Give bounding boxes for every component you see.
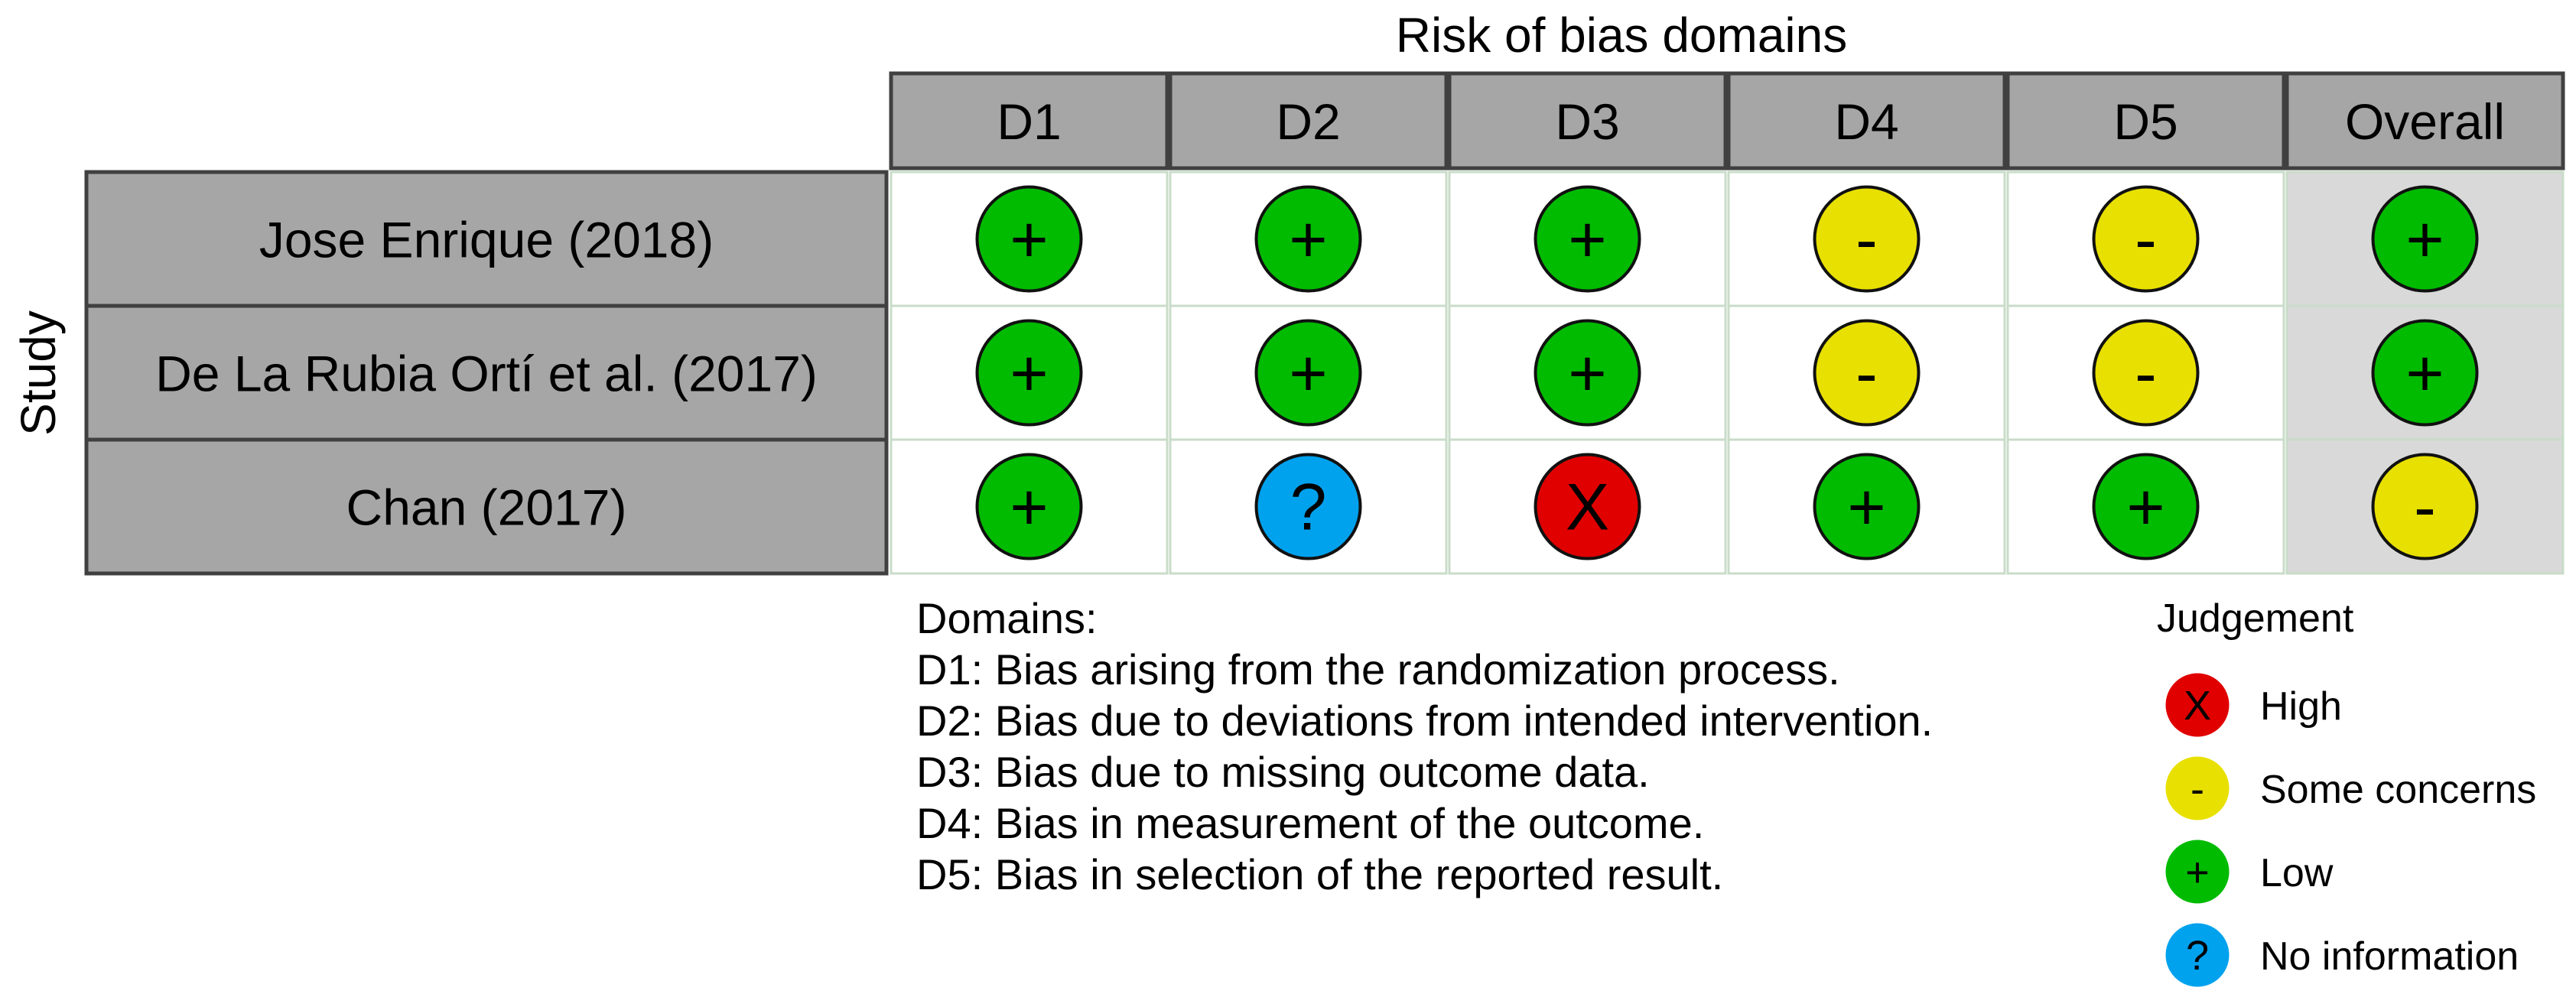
column-header-label-d3: D3 xyxy=(1555,93,1619,150)
study-name-cell xyxy=(84,304,889,442)
column-header-d3 xyxy=(1447,71,1728,171)
column-header-label-d5: D5 xyxy=(2113,93,2178,150)
low-risk-icon-symbol: + xyxy=(1289,203,1327,277)
low-risk-icon xyxy=(2163,837,2232,906)
some-concerns-icon-symbol: - xyxy=(1856,337,1878,411)
some-concerns-icon xyxy=(2371,453,2479,560)
low-risk-icon xyxy=(975,185,1083,293)
high-risk-icon xyxy=(2163,671,2232,739)
study-name-label: Chan (2017) xyxy=(346,479,627,536)
column-header-label-d4: D4 xyxy=(1834,93,1898,150)
study-name-label: Jose Enrique (2018) xyxy=(259,212,714,268)
column-header-label-d2: D2 xyxy=(1276,93,1340,150)
judgement-legend-label-some-concerns: Some concerns xyxy=(2260,768,2536,812)
some-concerns-icon-symbol: - xyxy=(2191,766,2204,812)
low-risk-icon xyxy=(1813,453,1921,560)
high-risk-icon xyxy=(1534,453,1641,560)
some-concerns-icon xyxy=(1813,185,1921,293)
some-concerns-icon xyxy=(1813,319,1921,427)
some-concerns-icon-symbol: - xyxy=(2414,471,2436,544)
some-concerns-icon-symbol: - xyxy=(2135,203,2157,277)
low-risk-icon-symbol: + xyxy=(1010,471,1048,544)
low-risk-icon xyxy=(975,453,1083,560)
risk-of-bias-grid: D1 D2 D3 D4 D5 Overall Jose Enrique (2018) + + + -… xyxy=(84,71,2565,576)
domains-legend-item-d5: D5: Bias in selection of the reported re… xyxy=(916,850,1723,898)
low-risk-icon-symbol: + xyxy=(1568,203,1606,277)
domains-legend-item-d3: D3: Bias due to missing outcome data. xyxy=(916,748,1650,796)
low-risk-icon-symbol: + xyxy=(2185,849,2210,895)
low-risk-icon-symbol: + xyxy=(2126,471,2165,544)
column-header-d5 xyxy=(2005,71,2286,171)
low-risk-icon-symbol: + xyxy=(1289,337,1327,411)
low-risk-icon xyxy=(1254,319,1362,427)
study-name-label: De La Rubia Ortí et al. (2017) xyxy=(155,346,818,402)
domains-legend-item-d4: D4: Bias in measurement of the outcome. xyxy=(916,799,1704,847)
figure-title: Risk of bias domains xyxy=(1396,8,1847,63)
judgement-legend: Judgement X High - Some concerns + Low? No inf… xyxy=(2157,596,2536,989)
low-risk-icon xyxy=(2092,453,2200,560)
low-risk-icon-symbol: + xyxy=(1010,337,1048,411)
some-concerns-icon-symbol: - xyxy=(1856,203,1878,277)
low-risk-icon-symbol: + xyxy=(1568,337,1606,411)
study-column-border xyxy=(84,170,889,576)
low-risk-icon xyxy=(1534,319,1641,427)
low-risk-icon xyxy=(2371,319,2479,427)
column-header-d4 xyxy=(1726,71,2007,171)
column-header-label-overall: Overall xyxy=(2345,93,2505,150)
some-concerns-icon-symbol: - xyxy=(2135,337,2157,411)
no-information-icon xyxy=(2163,921,2232,989)
low-risk-icon xyxy=(1534,185,1641,293)
no-information-icon xyxy=(1254,453,1362,560)
judgement-legend-label-high: High xyxy=(2260,684,2342,729)
column-header-overall xyxy=(2285,71,2565,171)
judgement-legend-label-low: Low xyxy=(2260,851,2334,895)
study-name-cell xyxy=(84,437,889,576)
domains-legend: Domains: D1: Bias arising from the rando… xyxy=(916,594,1933,898)
column-header-d2 xyxy=(1168,71,1449,171)
domains-legend-heading: Domains: xyxy=(916,594,1098,642)
high-risk-icon-symbol: X xyxy=(1566,471,1609,544)
column-header-label-d1: D1 xyxy=(997,93,1061,150)
column-header-d1 xyxy=(889,71,1169,171)
no-information-icon-symbol: ? xyxy=(2186,933,2209,979)
judgement-legend-label-no-information: No information xyxy=(2260,934,2519,979)
domains-legend-item-d1: D1: Bias arising from the randomization … xyxy=(916,645,1840,694)
high-risk-icon-symbol: X xyxy=(2184,683,2211,729)
low-risk-icon-symbol: + xyxy=(1847,471,1885,544)
low-risk-icon-symbol: + xyxy=(1010,203,1048,277)
low-risk-icon xyxy=(2371,185,2479,293)
low-risk-icon xyxy=(975,319,1083,427)
some-concerns-icon xyxy=(2163,754,2232,823)
some-concerns-icon xyxy=(2092,319,2200,427)
study-axis-label: Study xyxy=(11,310,66,436)
domains-legend-item-d2: D2: Bias due to deviations from intended… xyxy=(916,697,1933,745)
judgement-legend-heading: Judgement xyxy=(2157,596,2354,641)
low-risk-icon-symbol: + xyxy=(2405,203,2444,277)
some-concerns-icon xyxy=(2092,185,2200,293)
low-risk-icon-symbol: + xyxy=(2405,337,2444,411)
no-information-icon-symbol: ? xyxy=(1290,471,1327,544)
low-risk-icon xyxy=(1254,185,1362,293)
